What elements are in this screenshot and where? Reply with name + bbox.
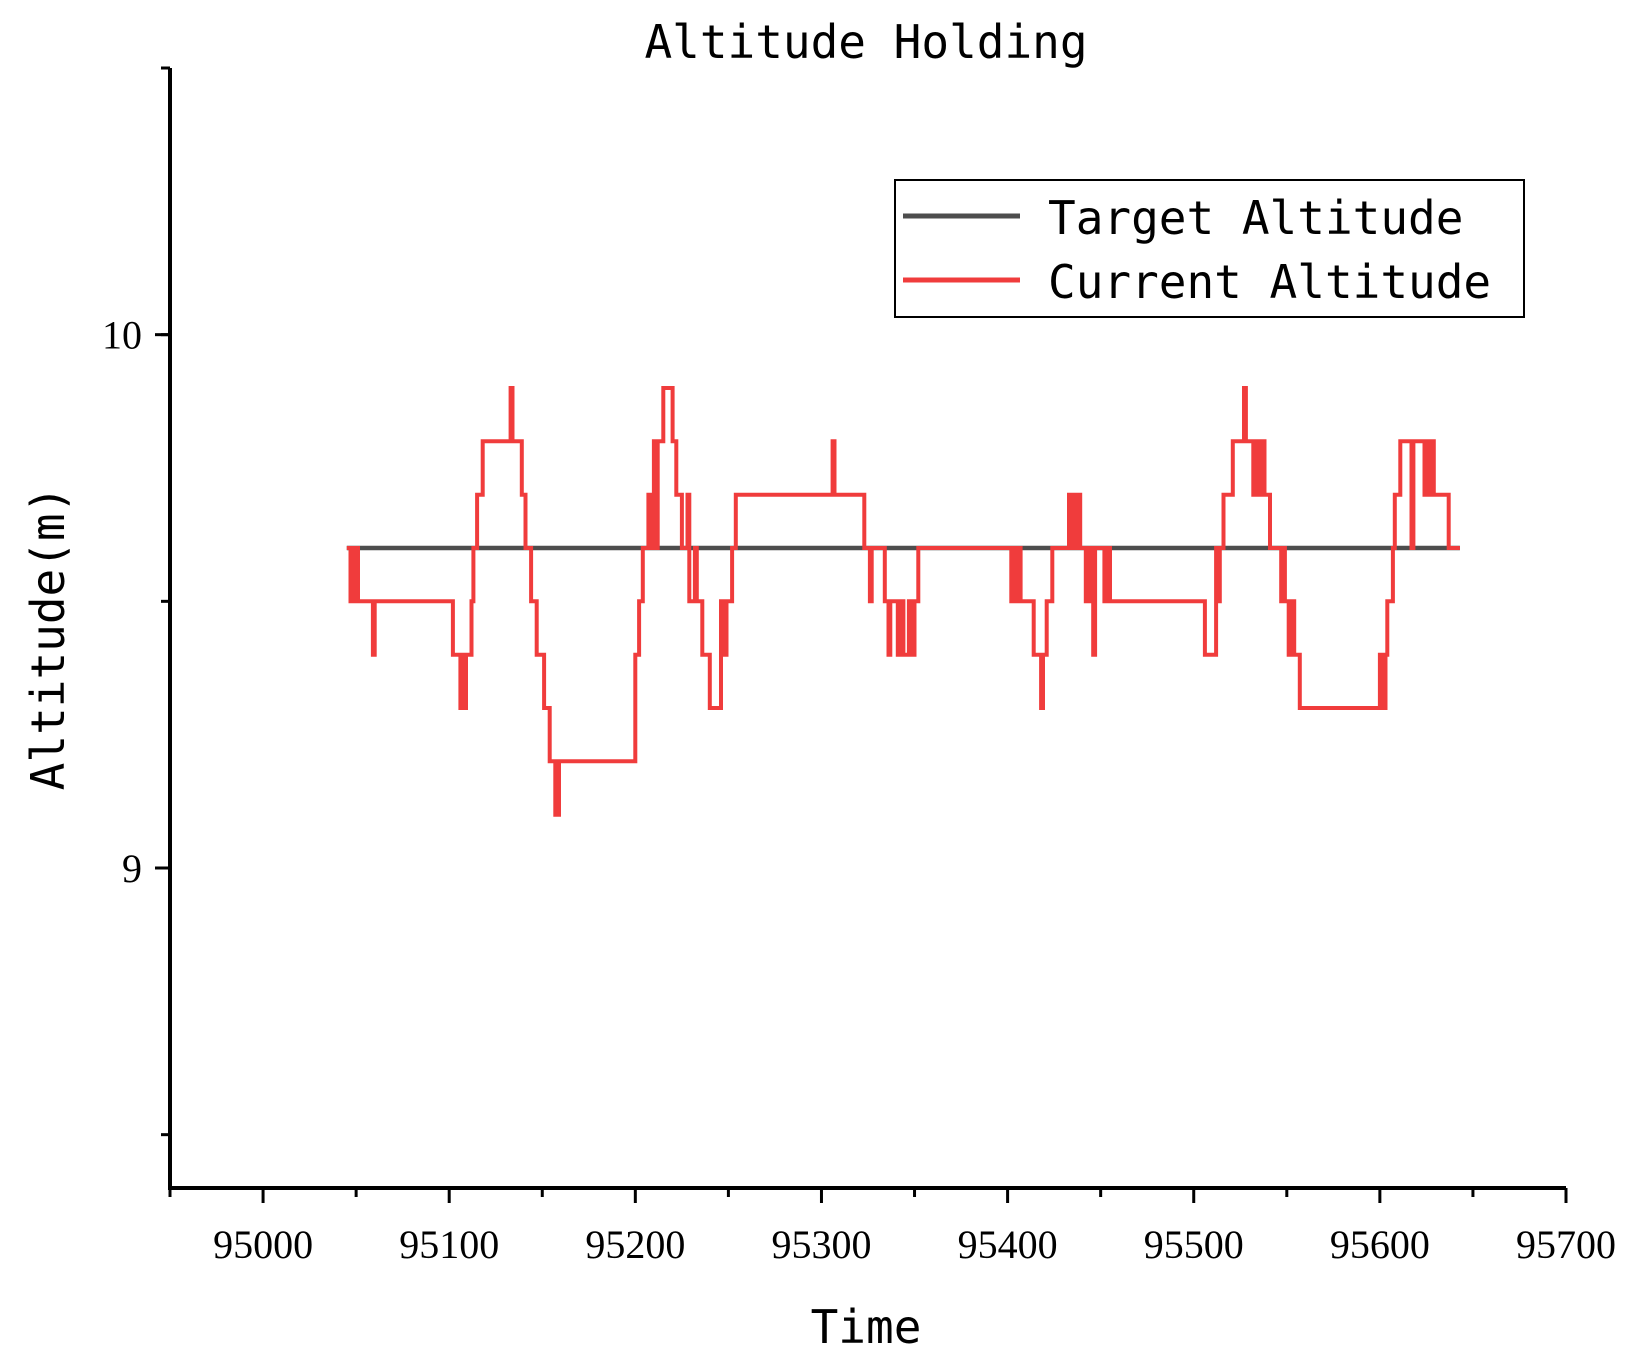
y-axis-label: Altitude(m): [21, 486, 75, 791]
legend-label-current-altitude: Current Altitude: [1048, 255, 1491, 309]
x-tick-label: 95500: [1144, 1222, 1244, 1267]
axes: 95000 95100 95200 95300 95400 95500 95600 95700…: [102, 66, 1616, 1267]
legend: Target Altitude Current Altitude: [894, 179, 1525, 318]
x-tick-label: 95400: [958, 1222, 1058, 1267]
x-tick-label: 95100: [399, 1222, 499, 1267]
legend-label-target-altitude: Target Altitude: [1048, 191, 1463, 245]
chart-title: Altitude Holding: [644, 15, 1087, 69]
x-tick-label: 95600: [1330, 1222, 1430, 1267]
series-current-altitude-line: [346, 386, 1460, 817]
series-layer: [346, 386, 1460, 817]
x-ticks: 95000 95100 95200 95300 95400 95500 95600 95700: [168, 1188, 1616, 1267]
y-tick-label: 10: [102, 313, 142, 358]
x-tick-label: 95200: [585, 1222, 685, 1267]
x-axis-label: Time: [811, 1300, 922, 1354]
x-tick-label: 95700: [1516, 1222, 1616, 1267]
x-tick-label: 95300: [771, 1222, 871, 1267]
legend-box: [894, 179, 1525, 318]
y-tick-label: 9: [122, 846, 142, 891]
x-tick-label: 95000: [213, 1222, 313, 1267]
y-ticks: 9 10: [102, 66, 170, 1137]
